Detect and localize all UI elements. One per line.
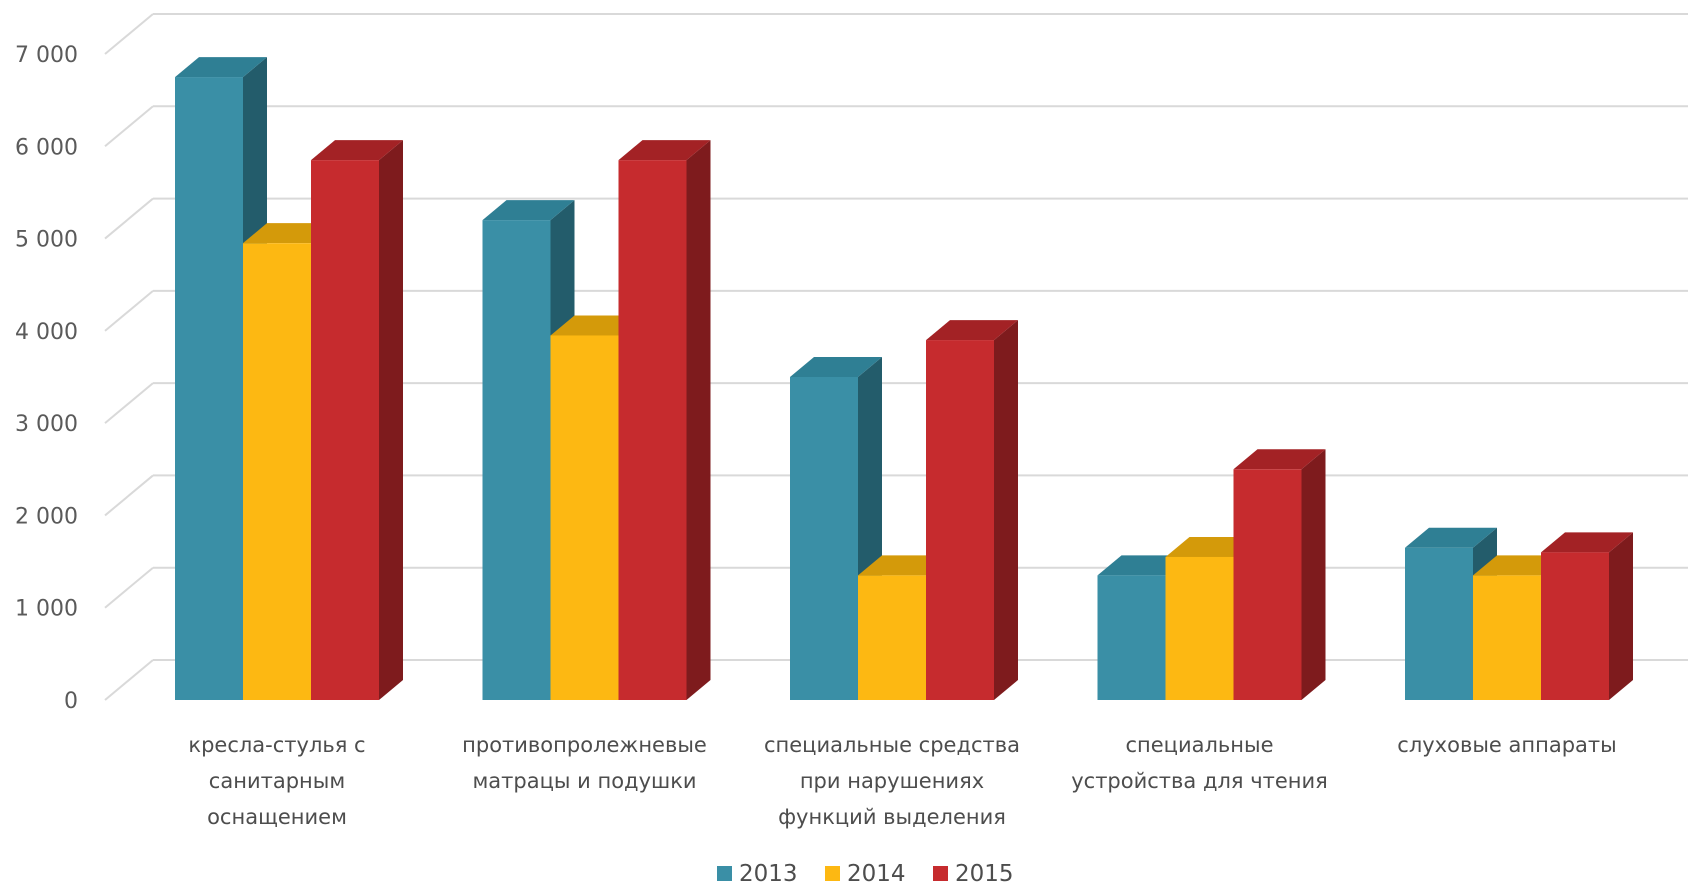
legend-swatch-2013 [717,866,732,881]
bar-top [790,357,882,377]
bar-top [482,200,575,221]
gridline-side [104,105,154,148]
legend-label-2013: 2013 [739,861,798,887]
legend-label-2014: 2014 [847,861,906,887]
bar-2015-3 [1233,449,1326,700]
bar-side [1609,532,1633,700]
y-tick-label: 7 000 [15,43,78,68]
bar-2015-4 [1541,532,1633,700]
x-category-label: противопролежневые [462,733,707,757]
gridline-side [104,566,154,609]
bar-side [379,140,403,701]
bar-front [482,220,551,700]
bar-front [926,340,994,700]
legend-label-2015: 2015 [955,861,1014,887]
y-tick-label: 0 [64,689,78,714]
bar-top [618,140,711,161]
bar-front [1541,552,1609,700]
bar-side [1301,449,1326,700]
y-tick-label: 5 000 [15,228,78,253]
gridline-side [104,13,154,55]
bar-front [175,77,243,701]
bar-2015-1 [618,140,711,701]
y-tick-label: 2 000 [15,504,78,529]
x-category-label: матрацы и подушки [472,769,696,793]
bar-top [311,140,403,161]
x-category-label: санитарным [209,769,345,793]
x-category-label: оснащением [207,805,347,829]
bar-front [1405,547,1473,700]
gridline-side [104,659,154,701]
bar-front [1097,575,1166,700]
y-tick-label: 1 000 [15,597,78,622]
bar-top [175,57,267,78]
bar-top [1541,532,1633,553]
y-tick-label: 6 000 [15,135,78,160]
x-category-label: специальные средства [764,733,1020,757]
gridline-side [104,474,154,517]
bar-front [1165,556,1234,700]
legend-swatch-2014 [825,866,840,881]
gridline-side [104,382,154,424]
bar-front [618,160,687,701]
x-category-label: устройства для чтения [1071,769,1328,793]
bar-front [243,243,311,700]
x-category-label: функций выделения [778,805,1006,829]
bar-front [790,377,858,700]
y-tick-label: 3 000 [15,412,78,437]
bar-front [1473,575,1541,700]
bar-side [994,320,1018,700]
bar-top [926,320,1018,341]
y-tick-label: 4 000 [15,320,78,345]
x-category-label: слуховые аппараты [1397,733,1616,757]
bar-front [550,335,619,700]
bar-top [1233,449,1326,470]
gridlines [104,13,1688,701]
legend: 2013 2014 2015 [717,861,1014,887]
x-category-label: специальные [1125,733,1273,757]
bar-2015-0 [311,140,403,701]
bar-front [858,575,926,700]
gridline-side [104,197,154,240]
x-category-label: при нарушениях [800,769,984,793]
bar-front [1233,469,1302,700]
gridline-side [104,290,154,332]
legend-swatch-2015 [933,866,948,881]
bar-side [686,140,711,701]
bar-2015-2 [926,320,1018,700]
bars [175,57,1633,701]
bar-top [1405,527,1497,548]
x-category-label: кресла-стулья с [188,733,365,757]
bar-front [311,160,379,701]
